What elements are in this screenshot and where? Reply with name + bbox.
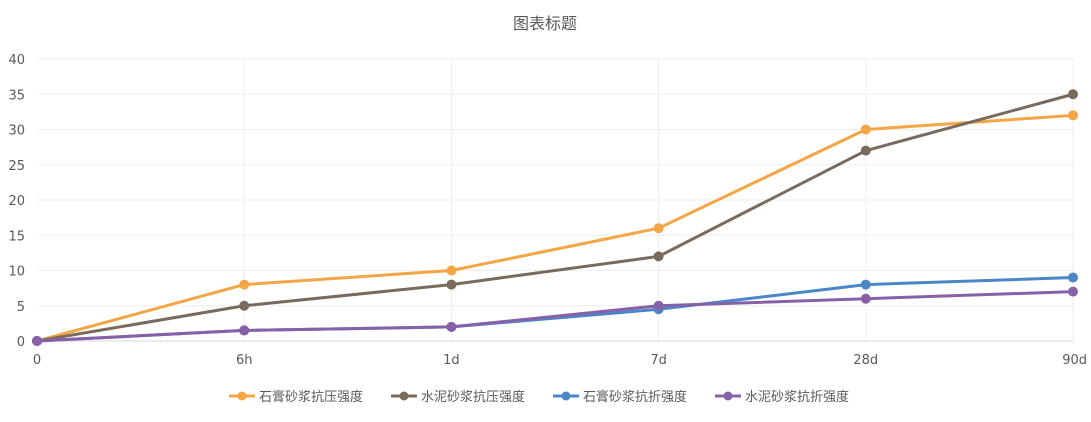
y-tick-label: 15 xyxy=(8,229,25,244)
x-tick-label: 90d xyxy=(1062,353,1087,368)
y-tick-label: 0 xyxy=(17,335,25,350)
data-point[interactable] xyxy=(1068,110,1078,121)
data-point[interactable] xyxy=(446,265,457,276)
data-point[interactable] xyxy=(32,336,42,346)
grid-lines xyxy=(37,58,1074,341)
legend-marker xyxy=(723,391,733,401)
legend-label: 水泥砂浆抗压强度 xyxy=(421,389,525,405)
data-point[interactable] xyxy=(860,145,871,156)
data-point[interactable] xyxy=(446,321,457,332)
data-point[interactable] xyxy=(1068,286,1078,297)
legend: 石膏砂浆抗压强度 水泥砂浆抗压强度 石膏砂浆抗折强度 水泥砂浆抗折强度 xyxy=(229,389,849,405)
series-1 xyxy=(32,110,1078,346)
legend-marker xyxy=(561,391,571,401)
y-tick-label: 30 xyxy=(8,124,25,139)
x-tick-label: 7d xyxy=(650,353,667,368)
series-group xyxy=(32,89,1078,346)
chart-title: 图表标题 xyxy=(513,14,577,33)
legend-item[interactable]: 石膏砂浆抗折强度 xyxy=(553,389,687,405)
data-point[interactable] xyxy=(860,279,871,290)
y-tick-label: 25 xyxy=(8,159,25,174)
data-point[interactable] xyxy=(653,223,664,234)
x-axis: 0 6h 1d 7d 28d 90d xyxy=(33,340,1087,368)
legend-item[interactable]: 石膏砂浆抗压强度 xyxy=(229,389,363,405)
legend-label: 水泥砂浆抗折强度 xyxy=(745,389,849,405)
y-tick-label: 35 xyxy=(8,88,25,103)
data-point[interactable] xyxy=(653,300,664,311)
series-4 xyxy=(32,286,1078,346)
x-tick-label: 0 xyxy=(33,353,41,368)
data-point[interactable] xyxy=(1068,272,1078,283)
x-tick-label: 1d xyxy=(443,353,460,368)
series-line xyxy=(35,290,1075,343)
legend-item[interactable]: 水泥砂浆抗压强度 xyxy=(391,389,525,405)
series-2 xyxy=(32,89,1078,346)
series-3 xyxy=(32,272,1078,346)
series-line xyxy=(35,113,1075,343)
data-point[interactable] xyxy=(239,279,250,290)
legend-marker xyxy=(237,391,247,401)
y-tick-label: 5 xyxy=(17,300,25,315)
legend-marker xyxy=(399,391,409,401)
data-point[interactable] xyxy=(446,279,457,290)
data-point[interactable] xyxy=(239,325,250,336)
x-tick-label: 28d xyxy=(853,353,878,368)
x-tick-label: 6h xyxy=(236,353,253,368)
y-tick-label: 20 xyxy=(8,194,25,209)
y-tick-label: 10 xyxy=(8,265,25,280)
legend-item[interactable]: 水泥砂浆抗折强度 xyxy=(715,389,849,405)
series-line xyxy=(35,92,1075,343)
data-point[interactable] xyxy=(653,251,664,262)
legend-label: 石膏砂浆抗压强度 xyxy=(259,389,363,405)
y-tick-label: 40 xyxy=(8,53,25,68)
legend-label: 石膏砂浆抗折强度 xyxy=(583,389,687,405)
data-point[interactable] xyxy=(239,300,250,311)
series-line xyxy=(35,276,1075,343)
y-axis: 0 5 10 15 20 25 30 35 40 xyxy=(8,53,25,350)
data-point[interactable] xyxy=(860,124,871,135)
data-point[interactable] xyxy=(1068,89,1078,100)
data-point[interactable] xyxy=(860,293,871,304)
